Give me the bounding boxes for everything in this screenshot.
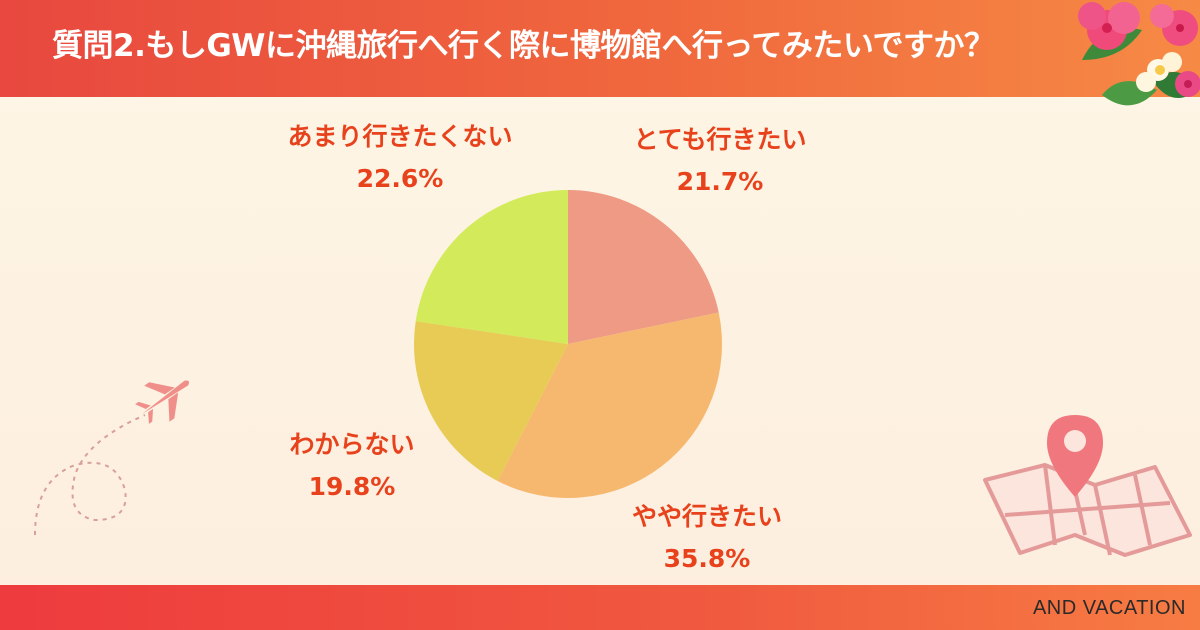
label-somewhat: やや行きたい 35.8%: [600, 500, 814, 582]
header-bar: [0, 0, 1200, 97]
map-pin-icon: [1047, 415, 1103, 497]
hibiscus-flower-icon: [1150, 4, 1198, 46]
footer-bar: [0, 585, 1200, 630]
brand-name: AND VACATION: [1032, 597, 1186, 619]
flight-path: [34, 414, 146, 536]
label-very: とても行きたい 21.7%: [608, 123, 832, 205]
label-not-much-name: あまり行きたくない: [287, 122, 513, 151]
label-dont-know: わからない 19.8%: [262, 428, 442, 510]
map-decoration: [983, 415, 1192, 557]
pie-slice-2: [413, 321, 568, 481]
label-dont-know-name: わからない: [289, 430, 415, 459]
label-somewhat-name: やや行きたい: [631, 502, 782, 531]
pie-slice-1: [497, 312, 722, 498]
airplane-icon: [135, 380, 190, 424]
pie-slice-0: [568, 190, 719, 344]
label-somewhat-percent: 35.8%: [663, 544, 751, 573]
pie-slice-3: [415, 190, 568, 344]
page-title: 質問2.もしGWに沖縄旅行へ行く際に博物館へ行ってみたいですか？: [52, 28, 995, 64]
label-not-much: あまり行きたくない 22.6%: [268, 120, 532, 202]
airplane-decoration: [34, 380, 190, 536]
hibiscus-flower-icon: [1175, 71, 1200, 97]
plumeria-flower-icon: [1136, 52, 1182, 92]
label-not-much-percent: 22.6%: [356, 164, 444, 193]
label-very-name: とても行きたい: [633, 125, 807, 154]
hibiscus-flower-icon: [1078, 2, 1140, 50]
label-dont-know-percent: 19.8%: [308, 472, 396, 501]
hibiscus-decoration: [1078, 2, 1200, 106]
label-very-percent: 21.7%: [676, 167, 764, 196]
